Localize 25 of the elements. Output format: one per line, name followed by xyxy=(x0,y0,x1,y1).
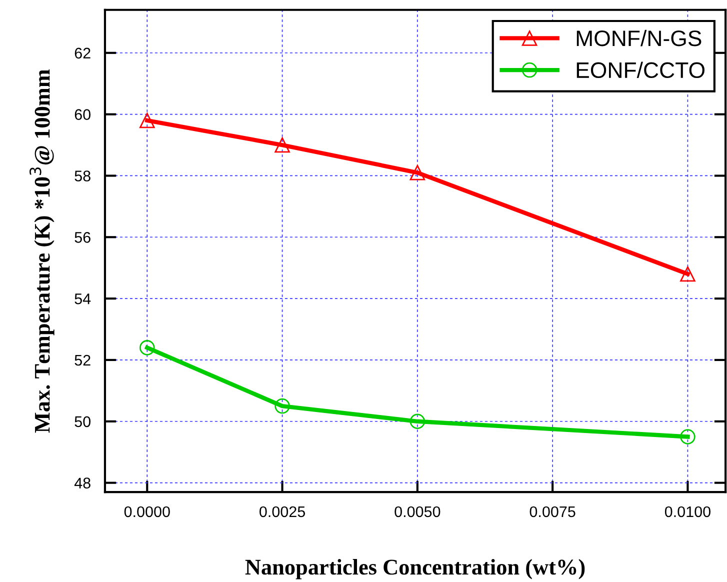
point xyxy=(410,414,426,430)
y-tick-label: 48 xyxy=(74,478,90,488)
point xyxy=(274,137,290,153)
x-tick-label: 0.0075 xyxy=(530,506,576,518)
point xyxy=(680,429,696,444)
y-tick-label: 58 xyxy=(74,170,90,182)
legend-label: MONF/N-GS xyxy=(576,30,702,46)
y-tick-label: 52 xyxy=(74,354,90,366)
point xyxy=(410,165,426,180)
y-tick-label: 62 xyxy=(74,48,90,59)
x-tick-label: 0.0000 xyxy=(124,506,170,518)
point xyxy=(140,112,155,128)
point xyxy=(680,266,696,282)
y-tick-label: 50 xyxy=(74,416,90,428)
point xyxy=(274,398,290,414)
legend-label: EONF/CCTO xyxy=(576,62,704,78)
y-tick-label: 60 xyxy=(74,109,90,120)
x-tick-label: 0.0100 xyxy=(664,506,710,518)
x-tick-label: 0.0050 xyxy=(394,506,440,518)
x-axis-title: Nanoparticles Concentration (wt%) xyxy=(245,559,585,580)
y-tick-label: 54 xyxy=(74,294,91,304)
point xyxy=(140,340,155,356)
y-axis-title: Max. Temperature (K) *10$^{3}$@ 100mm xyxy=(30,69,54,433)
x-tick-label: 0.0025 xyxy=(260,506,306,518)
y-tick-label: 56 xyxy=(74,232,90,243)
